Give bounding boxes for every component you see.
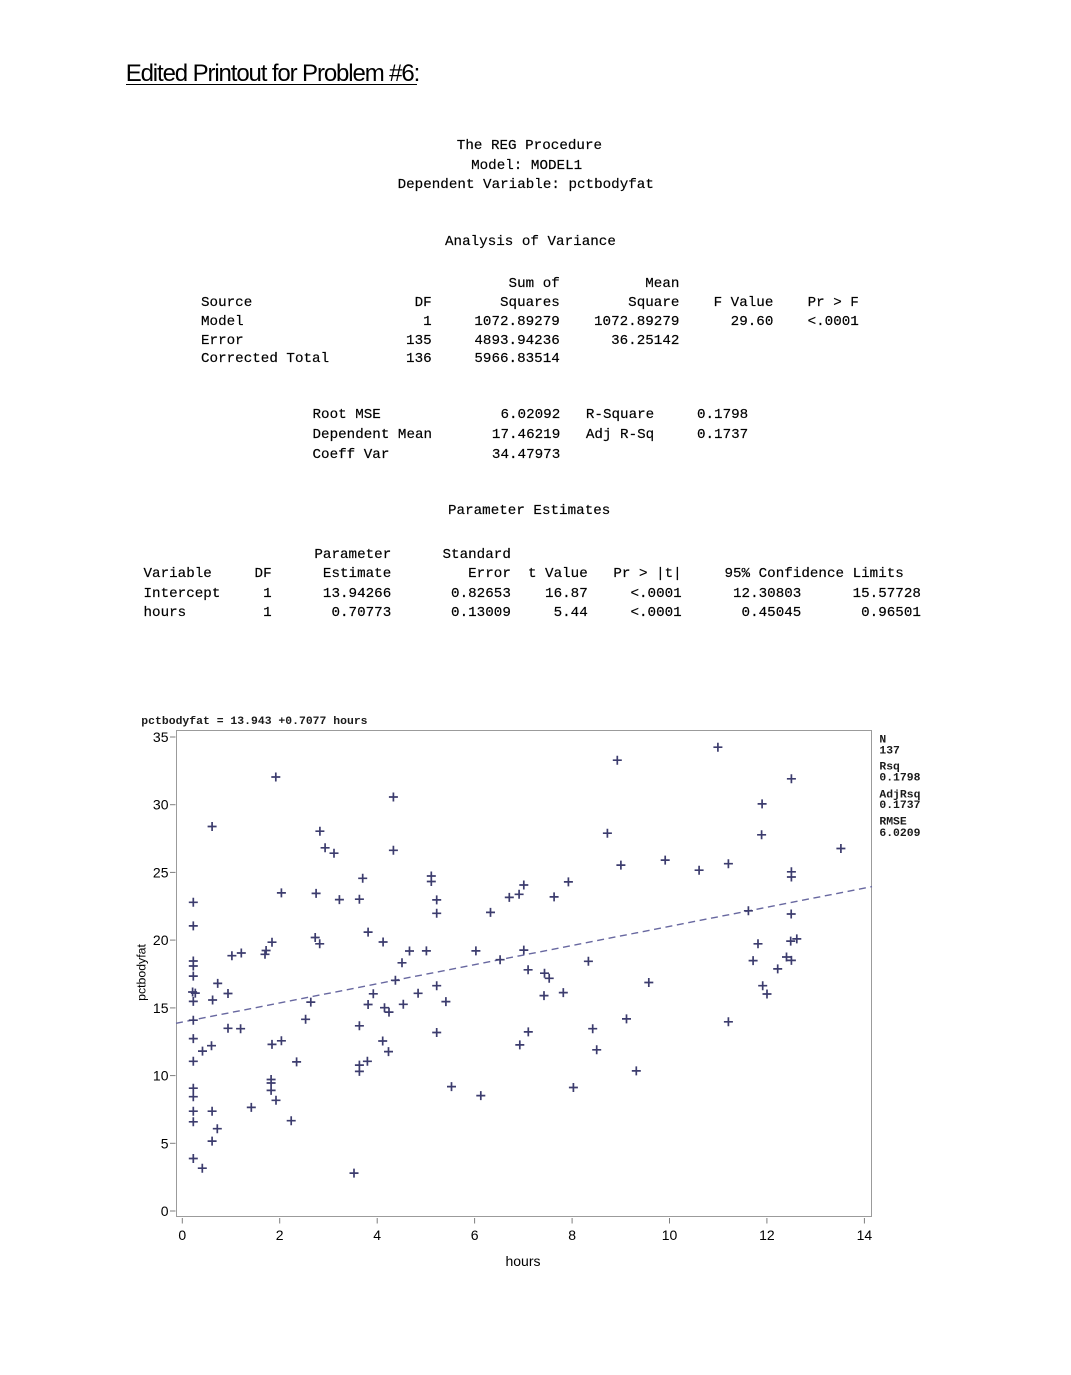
svg-text:15: 15 [153,1000,169,1016]
svg-text:5: 5 [161,1135,169,1151]
svg-text:6: 6 [471,1227,479,1243]
svg-text:pctbodyfat: pctbodyfat [134,944,148,1001]
svg-text:0.1737: 0.1737 [879,800,920,812]
svg-text:10: 10 [153,1068,169,1084]
svg-text:2: 2 [276,1227,284,1243]
svg-text:8: 8 [568,1227,576,1243]
svg-text:10: 10 [662,1227,678,1243]
svg-text:137: 137 [879,746,900,758]
svg-text:RMSE: RMSE [879,817,907,829]
svg-text:20: 20 [153,932,169,948]
svg-text:35: 35 [153,729,169,745]
svg-text:0.1798: 0.1798 [879,773,920,785]
svg-text:N: N [879,734,886,746]
svg-text:12: 12 [759,1227,775,1243]
svg-text:14: 14 [857,1227,873,1243]
svg-text:0: 0 [161,1203,169,1219]
svg-text:30: 30 [153,797,169,813]
svg-text:25: 25 [153,864,169,880]
svg-text:0: 0 [178,1227,186,1243]
svg-text:Rsq: Rsq [879,761,900,773]
svg-text:AdjRsq: AdjRsq [879,790,920,802]
svg-text:4: 4 [373,1227,381,1243]
svg-text:6.0209: 6.0209 [879,828,920,840]
svg-text:pctbodyfat = 13.943 +0.7077 ho: pctbodyfat = 13.943 +0.7077 hours [141,716,367,728]
svg-text:hours: hours [505,1253,540,1269]
